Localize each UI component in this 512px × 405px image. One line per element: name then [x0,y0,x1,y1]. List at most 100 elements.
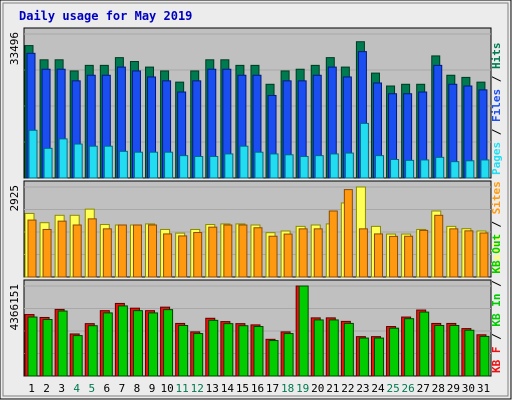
legend-separator: / [490,69,503,89]
bar-pages-day-14 [224,153,234,179]
bar-sites-day-31 [479,232,489,278]
bar-sites-day-13 [208,226,218,278]
bar-kb-in-day-31 [479,335,490,377]
bar-pages-day-19 [299,156,309,179]
legend-item: KB In [490,294,503,327]
bar-pages-day-9 [149,151,159,179]
chart-title: Daily usage for May 2019 [19,9,192,23]
bar-pages-day-26 [405,159,415,179]
bar-sites-day-27 [419,229,429,278]
bar-pages-day-29 [450,161,460,179]
bar-kb-in-day-8 [132,310,143,377]
bar-pages-day-1 [28,129,38,179]
day-label: 16 [251,382,264,395]
bar-pages-day-15 [239,145,249,179]
bar-kb-in-day-16 [253,326,264,377]
bar-kb-in-day-14 [223,323,234,377]
day-label: 17 [266,382,279,395]
y-max-label: 2925 [8,185,21,212]
day-label: 18 [281,382,294,395]
bar-sites-day-9 [148,224,158,278]
bar-sites-day-5 [87,218,97,278]
bar-pages-day-27 [420,159,430,179]
bar-pages-day-11 [179,155,189,179]
bar-sites-day-10 [163,233,173,278]
legend-item: KB Out [490,234,503,274]
day-label: 12 [191,382,204,395]
day-label: 2 [43,382,50,395]
bar-sites-day-26 [404,235,414,278]
bar-kb-in-day-6 [102,312,113,377]
day-label: 5 [88,382,95,395]
chart-panel-2: 2925 [8,180,492,278]
bar-sites-day-15 [238,224,248,278]
legend-item: Visits [490,234,503,274]
bar-kb-in-day-4 [72,335,83,377]
day-label: 15 [236,382,249,395]
day-label: 24 [371,382,385,395]
bar-pages-day-13 [209,156,219,179]
bar-kb-in-day-19 [298,285,309,377]
bar-sites-day-25 [389,235,399,278]
bar-pages-day-31 [480,159,490,179]
day-label: 31 [477,382,490,395]
bar-pages-day-24 [374,155,384,179]
day-label: 9 [149,382,156,395]
legend-item: KB F [490,347,503,374]
chart-panels: 33496 2925 4366151 [8,27,492,377]
legend-separator: / [490,214,503,234]
bar-pages-day-8 [133,151,143,179]
y-max-label: 4366151 [8,284,21,330]
bar-pages-day-12 [194,156,204,179]
day-label: 30 [462,382,475,395]
bar-sites-day-17 [268,235,278,278]
bar-kb-in-day-28 [434,325,445,377]
bar-kb-in-day-18 [283,333,294,377]
bar-kb-in-day-26 [404,318,415,377]
day-label: 27 [417,382,430,395]
legend-separator: / [490,274,503,294]
bar-kb-in-day-5 [87,325,98,377]
bar-sites-day-6 [102,228,112,278]
day-label: 3 [58,382,65,395]
bar-pages-day-21 [329,153,339,179]
legend-item: Hits [490,43,503,70]
day-label: 14 [221,382,235,395]
bar-kb-in-day-17 [268,340,279,377]
day-label: 10 [160,382,173,395]
bar-sites-day-29 [449,228,459,278]
bar-sites-day-4 [72,224,82,278]
bar-kb-in-day-30 [464,329,475,377]
day-label: 28 [432,382,445,395]
bar-kb-in-day-24 [373,337,384,377]
bar-sites-day-28 [434,214,444,278]
bar-pages-day-2 [43,147,53,179]
day-label: 6 [104,382,111,395]
day-label: 20 [311,382,324,395]
bar-kb-in-day-12 [193,333,204,377]
chart-panel-1: 33496 [8,27,492,179]
bar-sites-day-8 [132,224,142,278]
bar-kb-in-day-29 [449,325,460,377]
day-label: 11 [176,382,189,395]
chart-panel-3: 4366151 [8,279,492,377]
y-max-label: 33496 [8,32,21,65]
day-label: 4 [73,382,80,395]
legend-separator: / [490,327,503,347]
bar-sites-day-2 [42,228,52,278]
bar-sites-day-7 [117,224,127,278]
bar-kb-in-day-23 [358,337,369,377]
day-label: 1 [28,382,35,395]
day-label: 22 [341,382,354,395]
bar-sites-day-16 [253,227,263,278]
bar-pages-day-7 [118,150,128,179]
bar-sites-day-12 [193,232,203,278]
bar-kb-in-day-2 [42,319,53,377]
bar-sites-day-20 [313,228,323,278]
bar-kb-in-day-21 [328,319,339,377]
bar-sites-day-19 [298,228,308,278]
x-axis-day-labels: 1 2 3 4 5 6 7 8 9 10 11 12 13 14 15 16 17 18 19 20 21 22 23 24 2… [28,382,490,395]
bar-kb-in-day-15 [238,325,249,377]
day-label: 19 [296,382,309,395]
bar-pages-day-4 [73,143,83,179]
